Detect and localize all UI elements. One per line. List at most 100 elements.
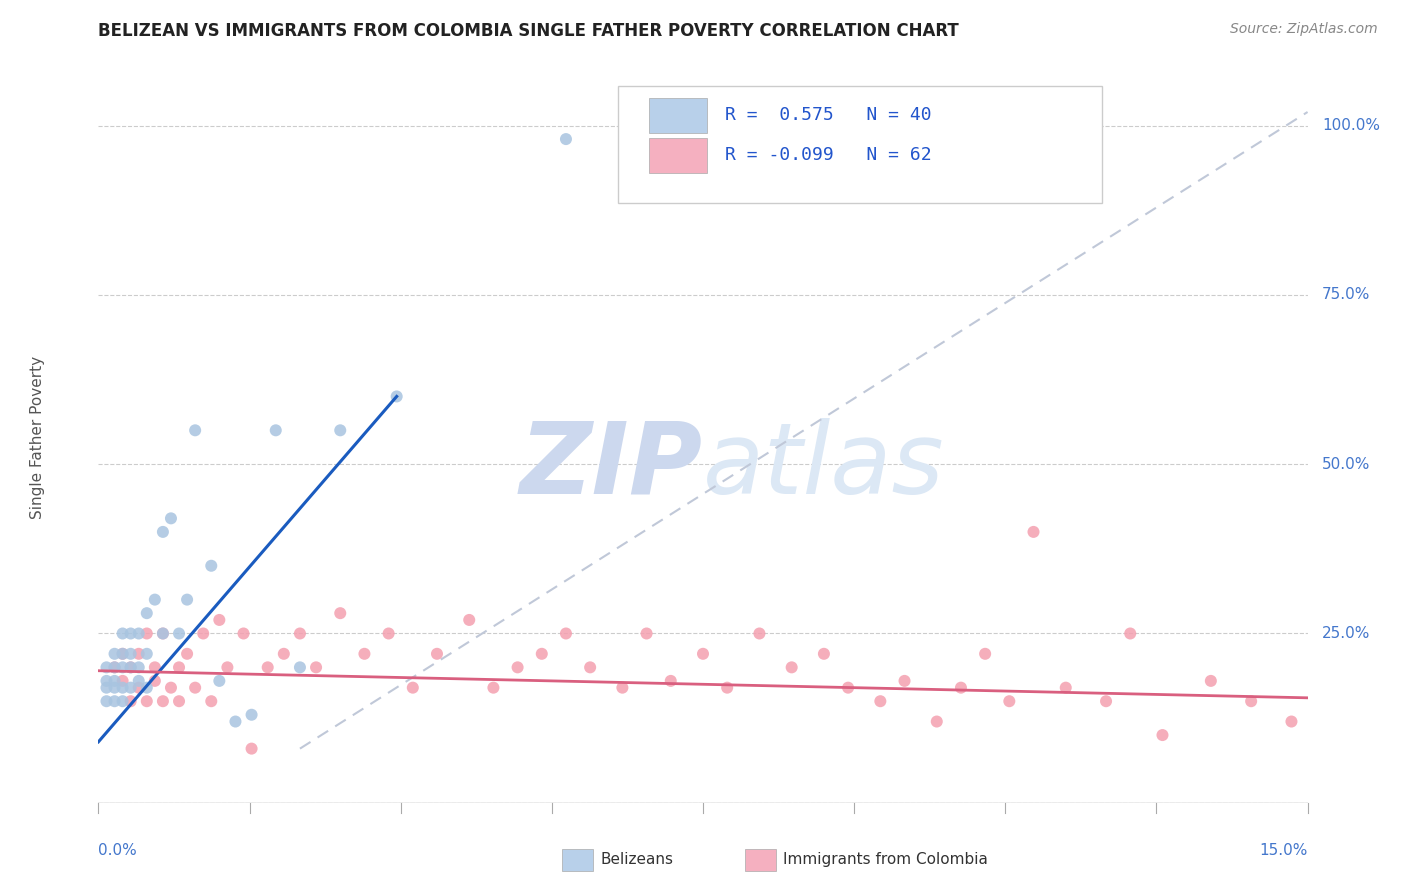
Point xyxy=(530,647,553,661)
Point xyxy=(402,681,425,695)
Point xyxy=(128,647,150,661)
Bar xyxy=(648,138,707,173)
Text: BELIZEAN VS IMMIGRANTS FROM COLOMBIA SINGLE FATHER POVERTY CORRELATION CHART: BELIZEAN VS IMMIGRANTS FROM COLOMBIA SIN… xyxy=(98,22,959,40)
Point xyxy=(143,660,166,674)
Point xyxy=(120,660,142,674)
Text: 75.0%: 75.0% xyxy=(1322,287,1371,302)
Text: Belizeans: Belizeans xyxy=(600,853,673,867)
Point xyxy=(111,673,134,688)
Point xyxy=(579,660,602,674)
Text: 50.0%: 50.0% xyxy=(1322,457,1371,472)
Point xyxy=(184,423,207,437)
Text: Immigrants from Colombia: Immigrants from Colombia xyxy=(783,853,988,867)
Point xyxy=(96,660,118,674)
Point xyxy=(167,660,190,674)
Point xyxy=(232,626,254,640)
Point xyxy=(636,626,658,640)
Point xyxy=(135,694,157,708)
Point xyxy=(925,714,948,729)
Point xyxy=(780,660,803,674)
Point xyxy=(240,741,263,756)
Point xyxy=(288,626,311,640)
Point xyxy=(837,681,859,695)
Point xyxy=(998,694,1021,708)
Point xyxy=(716,681,738,695)
Point xyxy=(208,673,231,688)
Point xyxy=(120,694,142,708)
Point xyxy=(103,673,125,688)
Point xyxy=(377,626,399,640)
Text: Source: ZipAtlas.com: Source: ZipAtlas.com xyxy=(1230,22,1378,37)
Text: 25.0%: 25.0% xyxy=(1322,626,1371,641)
Point xyxy=(893,673,915,688)
Point xyxy=(659,673,682,688)
Point xyxy=(555,132,578,146)
Point xyxy=(120,681,142,695)
Point xyxy=(1281,714,1303,729)
Point xyxy=(748,626,770,640)
Point xyxy=(869,694,891,708)
Point xyxy=(120,647,142,661)
Point xyxy=(167,694,190,708)
Text: ZIP: ZIP xyxy=(520,417,703,515)
Point xyxy=(96,681,118,695)
Point xyxy=(1119,626,1142,640)
Point xyxy=(506,660,529,674)
Point xyxy=(612,681,634,695)
Bar xyxy=(648,98,707,133)
Point xyxy=(200,558,222,573)
Text: atlas: atlas xyxy=(703,417,945,515)
Text: 0.0%: 0.0% xyxy=(98,843,138,858)
Point xyxy=(96,694,118,708)
Point xyxy=(264,423,287,437)
Point xyxy=(458,613,481,627)
Point xyxy=(111,694,134,708)
Point xyxy=(692,647,714,661)
Point xyxy=(193,626,215,640)
Point xyxy=(135,681,157,695)
Point xyxy=(103,660,125,674)
Point xyxy=(329,423,352,437)
Point xyxy=(160,681,183,695)
Text: R = -0.099   N = 62: R = -0.099 N = 62 xyxy=(724,146,931,164)
Point xyxy=(152,626,174,640)
Point xyxy=(135,626,157,640)
Point xyxy=(167,626,190,640)
Point xyxy=(111,660,134,674)
Text: R =  0.575   N = 40: R = 0.575 N = 40 xyxy=(724,106,931,124)
Point xyxy=(1199,673,1222,688)
Point xyxy=(152,524,174,539)
Point xyxy=(305,660,328,674)
Point xyxy=(224,714,246,729)
Point xyxy=(120,626,142,640)
Point xyxy=(1022,524,1045,539)
Point xyxy=(128,660,150,674)
Point xyxy=(103,660,125,674)
Point xyxy=(96,673,118,688)
Point xyxy=(111,681,134,695)
Point xyxy=(135,647,157,661)
Point xyxy=(240,707,263,722)
Point xyxy=(103,694,125,708)
Text: 15.0%: 15.0% xyxy=(1260,843,1308,858)
Point xyxy=(288,660,311,674)
Point xyxy=(1152,728,1174,742)
Point xyxy=(143,673,166,688)
Point xyxy=(273,647,295,661)
Point xyxy=(176,592,198,607)
Point xyxy=(184,681,207,695)
Point xyxy=(208,613,231,627)
Point xyxy=(329,606,352,620)
Point xyxy=(482,681,505,695)
Point xyxy=(176,647,198,661)
Point xyxy=(385,389,408,403)
Point xyxy=(128,681,150,695)
FancyBboxPatch shape xyxy=(619,86,1102,203)
Point xyxy=(135,606,157,620)
Point xyxy=(120,660,142,674)
Point xyxy=(200,694,222,708)
Point xyxy=(974,647,997,661)
Point xyxy=(152,626,174,640)
Point xyxy=(152,694,174,708)
Point xyxy=(111,647,134,661)
